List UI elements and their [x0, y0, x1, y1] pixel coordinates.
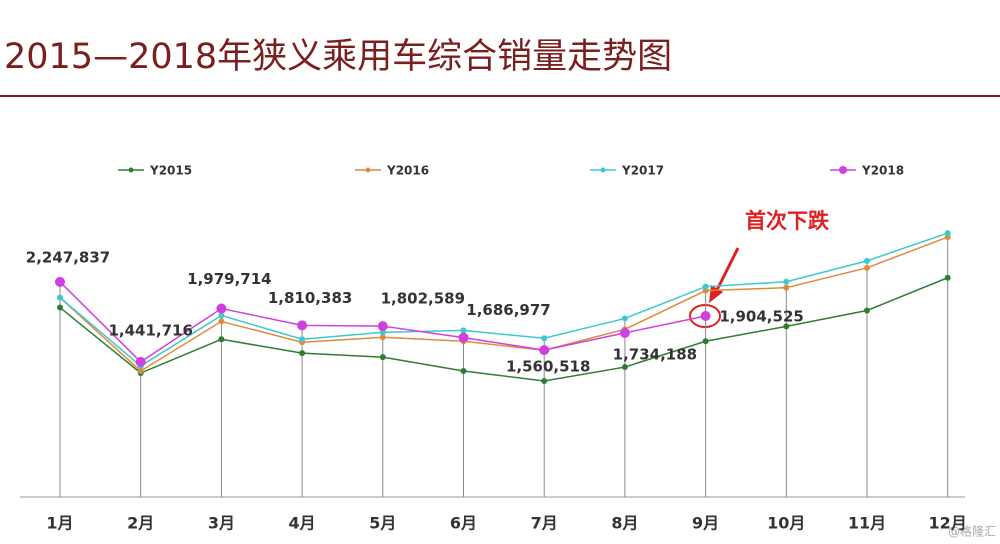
point — [783, 278, 790, 285]
legend-marker — [600, 167, 606, 173]
x-tick-label: 4月 — [289, 514, 316, 533]
x-tick-label: 11月 — [848, 514, 886, 533]
legend-label: Y2016 — [386, 164, 429, 178]
point — [216, 303, 227, 314]
x-tick-label: 1月 — [46, 514, 73, 533]
point — [783, 284, 790, 291]
x-tick-label: 6月 — [450, 514, 477, 533]
legend-label: Y2015 — [149, 164, 192, 178]
point — [619, 327, 630, 338]
point — [218, 312, 225, 319]
x-tick-label: 9月 — [692, 514, 719, 533]
point — [379, 334, 386, 341]
point — [700, 311, 711, 322]
x-tick-label: 7月 — [531, 514, 558, 533]
legend-label: Y2018 — [861, 164, 904, 178]
data-label: 1,904,525 — [719, 308, 803, 326]
point — [218, 336, 225, 343]
point — [379, 354, 386, 361]
point — [299, 336, 306, 343]
point — [57, 304, 63, 311]
watermark: @格隆汇 — [948, 524, 996, 539]
point — [702, 338, 709, 345]
series-line — [59, 236, 948, 372]
chart-title: 2015—2018年狭义乘用车综合销量走势图 — [4, 37, 672, 77]
point — [57, 294, 63, 301]
x-tick-label: 5月 — [369, 514, 396, 533]
data-label: 1,734,188 — [613, 345, 697, 363]
point — [299, 350, 306, 357]
series-line — [59, 232, 948, 367]
point — [944, 230, 951, 237]
data-label: 1,441,716 — [108, 321, 192, 339]
annotation-arrow — [714, 247, 740, 293]
point — [702, 283, 709, 290]
legend-label: Y2017 — [621, 164, 664, 178]
point — [377, 321, 388, 332]
data-label: 1,686,977 — [466, 301, 550, 319]
point — [460, 327, 467, 334]
data-label: 2,247,837 — [26, 248, 110, 266]
x-tick-label: 3月 — [208, 514, 235, 533]
arrow-head — [709, 285, 723, 303]
highlight-circle — [689, 304, 721, 328]
point — [135, 356, 146, 367]
data-label: 1,560,518 — [506, 358, 590, 376]
point — [539, 345, 550, 356]
point — [297, 320, 308, 331]
point — [460, 368, 467, 375]
legend-marker — [839, 166, 847, 174]
x-tick-label: 2月 — [127, 514, 154, 533]
data-label: 1,979,714 — [187, 270, 271, 288]
point — [541, 377, 548, 384]
legend-marker — [365, 167, 371, 173]
x-tick-label: 12月 — [929, 514, 967, 533]
point — [864, 264, 870, 271]
annotation: 首次下跌 — [745, 209, 830, 233]
point — [864, 257, 870, 264]
point — [55, 276, 65, 287]
point — [621, 315, 628, 322]
x-tick-label: 8月 — [611, 514, 638, 533]
point — [218, 318, 225, 325]
point — [621, 364, 628, 371]
point — [458, 332, 469, 343]
series-line — [59, 277, 948, 382]
point — [783, 323, 790, 330]
point — [944, 274, 951, 281]
data-label: 1,802,589 — [381, 290, 465, 308]
point — [137, 368, 144, 375]
x-tick-label: 10月 — [767, 514, 805, 533]
point — [864, 307, 870, 314]
legend-marker — [128, 167, 134, 173]
point — [541, 335, 548, 342]
data-label: 1,810,383 — [268, 289, 352, 307]
